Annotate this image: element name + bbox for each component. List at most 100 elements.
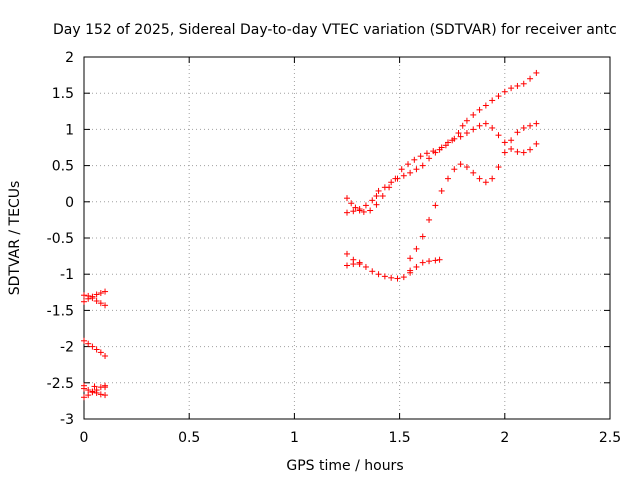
data-point xyxy=(520,149,527,156)
data-point xyxy=(360,208,367,215)
data-point xyxy=(533,69,540,76)
data-point xyxy=(413,166,420,173)
data-point xyxy=(356,206,363,213)
data-point xyxy=(379,193,386,200)
data-point xyxy=(97,349,104,356)
data-point xyxy=(85,340,92,347)
data-point xyxy=(369,268,376,275)
data-point xyxy=(501,149,508,156)
data-point xyxy=(97,300,104,307)
data-point xyxy=(432,202,439,209)
data-point xyxy=(93,297,100,304)
y-tick-label: 0 xyxy=(65,195,74,211)
data-point xyxy=(455,130,462,137)
gridlines xyxy=(84,57,610,419)
data-point xyxy=(352,204,359,211)
data-point xyxy=(356,259,363,266)
data-point xyxy=(482,102,489,109)
data-point xyxy=(476,175,483,182)
data-point xyxy=(495,164,502,171)
data-point xyxy=(407,255,414,262)
data-point xyxy=(97,391,104,398)
data-point xyxy=(489,124,496,131)
data-point xyxy=(444,139,451,146)
data-point xyxy=(417,153,424,160)
y-tick-label: 1.5 xyxy=(52,86,74,102)
data-point xyxy=(501,88,508,95)
data-point xyxy=(400,172,407,179)
data-point xyxy=(381,273,388,280)
data-point xyxy=(93,291,100,298)
data-point xyxy=(527,75,534,82)
data-point xyxy=(514,129,521,136)
data-point xyxy=(495,93,502,100)
data-point xyxy=(407,169,414,176)
data-point xyxy=(373,201,380,208)
data-point xyxy=(85,295,92,302)
data-point xyxy=(367,207,374,214)
data-point xyxy=(470,169,477,176)
data-point xyxy=(444,175,451,182)
data-point xyxy=(350,261,357,268)
data-point xyxy=(470,111,477,118)
data-point xyxy=(344,262,350,269)
data-point xyxy=(362,202,369,209)
data-point xyxy=(527,146,534,153)
data-point xyxy=(350,208,357,215)
data-point xyxy=(413,263,420,270)
data-point xyxy=(438,187,445,194)
data-point xyxy=(388,179,395,186)
data-point xyxy=(533,120,540,127)
data-point xyxy=(102,353,109,360)
y-tick-label: -2 xyxy=(60,340,74,356)
data-point xyxy=(520,124,527,131)
data-point xyxy=(423,150,430,157)
data-point xyxy=(411,156,418,163)
data-point xyxy=(375,271,382,278)
data-point xyxy=(436,256,443,263)
data-point xyxy=(426,216,433,223)
x-tick-label: 2.5 xyxy=(599,430,621,446)
data-point xyxy=(495,132,502,139)
data-point xyxy=(344,250,350,257)
data-point xyxy=(508,85,515,92)
data-point xyxy=(398,166,405,173)
data-point xyxy=(438,144,445,151)
data-point xyxy=(102,392,109,399)
y-tick-label: 2 xyxy=(65,50,74,66)
data-point xyxy=(514,148,521,155)
data-point xyxy=(407,269,414,276)
y-axis-title: SDTVAR / TECUs xyxy=(7,181,23,296)
x-axis-title: GPS time / hours xyxy=(286,458,403,474)
x-tick-label: 0 xyxy=(80,430,89,446)
data-point xyxy=(81,382,87,389)
data-point xyxy=(413,245,420,252)
data-point xyxy=(419,162,426,169)
data-point xyxy=(457,133,464,140)
data-point xyxy=(375,187,382,194)
data-point xyxy=(527,122,534,129)
data-point xyxy=(514,82,521,89)
x-tick-label: 2 xyxy=(500,430,509,446)
data-point xyxy=(348,200,355,207)
data-point xyxy=(482,179,489,186)
data-point xyxy=(426,155,433,162)
y-tick-label: -1 xyxy=(60,267,74,283)
y-tick-label: -1.5 xyxy=(47,303,74,319)
data-point xyxy=(476,106,483,113)
plot-frame xyxy=(83,56,611,420)
y-tick-label: 1 xyxy=(65,122,74,138)
data-point xyxy=(373,193,380,200)
data-point xyxy=(362,263,369,270)
data-point xyxy=(501,139,508,146)
y-tick-label: 0.5 xyxy=(52,159,74,175)
data-point xyxy=(508,145,515,152)
data-point xyxy=(457,161,464,168)
data-point xyxy=(476,122,483,129)
y-tick-label: -2.5 xyxy=(47,376,74,392)
data-point xyxy=(533,140,540,147)
data-point xyxy=(508,137,515,144)
data-point xyxy=(451,135,458,142)
data-point xyxy=(369,197,376,204)
